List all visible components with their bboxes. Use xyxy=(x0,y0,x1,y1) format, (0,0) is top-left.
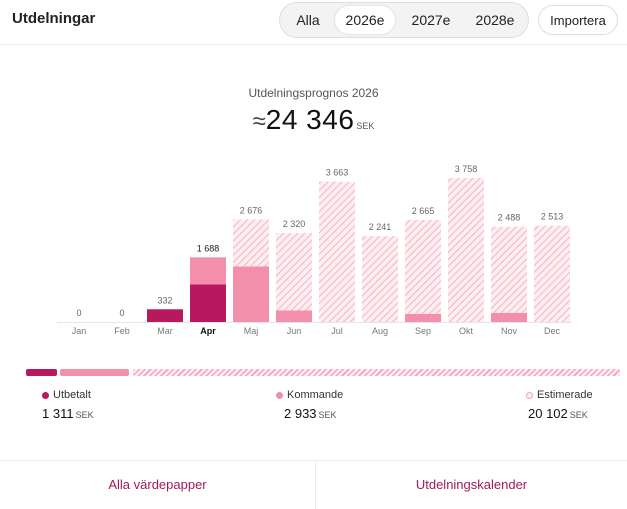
tab-2026e[interactable]: 2026e xyxy=(335,6,395,34)
bar-estimated-maj[interactable] xyxy=(233,219,269,267)
month-label-maj: Maj xyxy=(244,326,259,336)
page-title: Utdelningar xyxy=(12,10,96,27)
bar-estimated-jul[interactable] xyxy=(319,181,355,322)
upcoming-total: 2 933 SEK xyxy=(284,406,337,421)
month-label-mar: Mar xyxy=(157,326,173,336)
forecast-total-value: 24 346 xyxy=(265,104,355,135)
approx-icon: ≈ xyxy=(252,108,266,135)
month-label-dec: Dec xyxy=(544,326,561,336)
legend-upcoming: Kommande xyxy=(276,389,343,401)
paid-total-value: 1 311 xyxy=(42,406,74,421)
progress-upcoming xyxy=(60,369,129,376)
value-label-jan: 0 xyxy=(76,308,81,318)
legend-upcoming-label: Kommande xyxy=(287,389,344,401)
month-label-okt: Okt xyxy=(459,326,474,336)
value-label-mar: 332 xyxy=(157,295,172,305)
year-segmented-control: Alla 2026e 2027e 2028e xyxy=(279,2,529,38)
footer-divider xyxy=(315,461,316,509)
forecast-title: Utdelningsprognos 2026 xyxy=(248,86,379,100)
month-label-nov: Nov xyxy=(501,326,518,336)
dividend-bar-chart: 0 Jan 0 Feb 332 Mar 1 688 Apr 2 676 Maj 2 320 Jun 3 … xyxy=(57,164,572,336)
upcoming-total-unit: SEK xyxy=(318,410,337,420)
bar-estimated-nov[interactable] xyxy=(491,226,527,313)
legend-estimated-label: Estimerade xyxy=(537,389,593,401)
value-label-okt: 3 758 xyxy=(455,164,478,174)
bar-estimated-jun[interactable] xyxy=(276,233,312,311)
value-label-jul: 3 663 xyxy=(326,168,349,178)
tab-alla[interactable]: Alla xyxy=(296,12,320,28)
month-label-feb: Feb xyxy=(114,326,130,336)
legend-estimated: Estimerade xyxy=(526,389,593,401)
forecast-total-unit: SEK xyxy=(356,121,375,131)
value-label-jun: 2 320 xyxy=(283,219,306,229)
paid-dot-icon xyxy=(42,391,49,399)
month-label-jan: Jan xyxy=(72,326,87,336)
value-label-aug: 2 241 xyxy=(369,222,392,232)
month-label-jul: Jul xyxy=(331,326,343,336)
bar-estimated-okt[interactable] xyxy=(448,178,484,322)
month-label-apr: Apr xyxy=(200,326,216,336)
value-label-nov: 2 488 xyxy=(498,213,521,223)
month-label-sep: Sep xyxy=(415,326,431,336)
tab-2028e[interactable]: 2028e xyxy=(475,12,515,28)
bar-paid-mar[interactable] xyxy=(147,309,183,322)
bar-paid-apr[interactable] xyxy=(190,284,226,322)
forecast-total: ≈24 346 SEK xyxy=(0,104,627,136)
bar-estimated-sep[interactable] xyxy=(405,219,441,314)
upcoming-total-value: 2 933 xyxy=(284,406,317,421)
estimated-dot-icon xyxy=(526,391,533,399)
progress-paid xyxy=(26,369,57,376)
bar-estimated-aug[interactable] xyxy=(362,236,398,322)
import-button[interactable]: Importera xyxy=(538,5,618,35)
value-label-feb: 0 xyxy=(119,308,124,318)
legend-paid: Utbetalt xyxy=(42,389,91,401)
estimated-total-unit: SEK xyxy=(569,410,588,420)
bar-upcoming-jun[interactable] xyxy=(276,310,312,322)
estimated-total-value: 20 102 xyxy=(528,406,568,421)
dividend-calendar-link[interactable]: Utdelningskalender xyxy=(415,477,528,492)
value-label-sep: 2 665 xyxy=(412,206,435,216)
month-label-aug: Aug xyxy=(372,326,388,336)
tab-2027e[interactable]: 2027e xyxy=(411,12,451,28)
bar-upcoming-nov[interactable] xyxy=(491,312,527,322)
footer: Alla värdepapper Utdelningskalender xyxy=(0,460,627,509)
paid-total: 1 311 SEK xyxy=(42,406,94,421)
header: Utdelningar Alla 2026e 2027e 2028e Impor… xyxy=(0,0,627,45)
legend-paid-label: Utbetalt xyxy=(53,389,91,401)
bar-estimated-dec[interactable] xyxy=(534,225,570,322)
all-securities-link[interactable]: Alla värdepapper xyxy=(108,477,207,492)
bar-upcoming-sep[interactable] xyxy=(405,313,441,322)
value-label-dec: 2 513 xyxy=(541,212,564,222)
estimated-total: 20 102 SEK xyxy=(528,406,588,421)
progress-estimated xyxy=(133,369,620,376)
upcoming-dot-icon xyxy=(276,391,283,399)
value-label-maj: 2 676 xyxy=(240,205,263,215)
bar-upcoming-apr[interactable] xyxy=(190,257,226,285)
bar-upcoming-maj[interactable] xyxy=(233,266,269,322)
month-label-jun: Jun xyxy=(287,326,302,336)
value-label-apr: 1 688 xyxy=(197,243,220,253)
paid-total-unit: SEK xyxy=(75,410,94,420)
